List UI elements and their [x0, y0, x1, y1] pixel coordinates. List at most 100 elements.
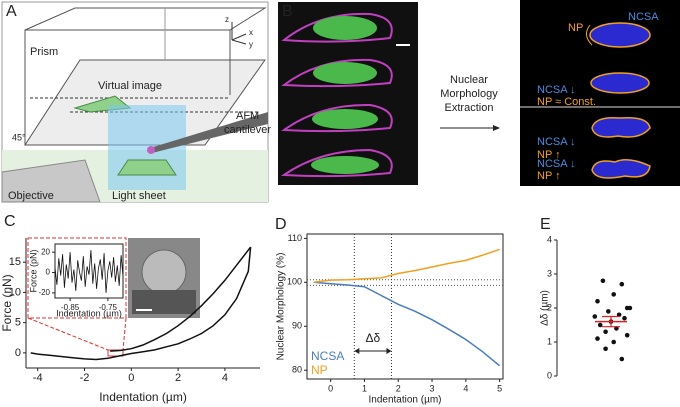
- arrow-head: [386, 348, 392, 354]
- row-label: NP ↑: [537, 149, 561, 161]
- cell: [281, 148, 393, 178]
- data-line: [30, 247, 252, 361]
- x-tick-label: -0.75: [99, 303, 118, 312]
- y-tick-label: -20: [38, 288, 50, 297]
- plot-frame: [306, 233, 504, 380]
- np-arrow: [586, 24, 593, 46]
- data-point: [624, 332, 630, 338]
- y-tick-label: 5: [15, 317, 21, 329]
- y-tick-label: 10: [9, 286, 21, 298]
- y-tick-label: 2: [547, 302, 552, 312]
- y-tick-label: 0: [46, 268, 51, 277]
- nucleus: [313, 62, 377, 84]
- nucleus-shape: [590, 72, 650, 94]
- arrow-head: [493, 125, 500, 131]
- panel-label: D: [275, 216, 287, 233]
- objective: [1, 159, 101, 203]
- annotation: Δδ: [366, 331, 381, 345]
- y-axis-label: Δδ (µm): [540, 290, 551, 326]
- row-label: NCSA ↓: [537, 158, 576, 170]
- process-text: Morphology: [440, 88, 498, 100]
- label: AFM: [236, 110, 259, 122]
- chart: 0 1 2 3 4 Δδ (µm): [540, 234, 633, 380]
- nucleus-shape: [591, 116, 651, 138]
- y-axis-label: Nuclear Morphology (%): [276, 253, 287, 361]
- data-point: [619, 356, 625, 362]
- row-label: NCSA ↓: [537, 136, 576, 148]
- legend-entry: NP: [311, 363, 328, 377]
- panel-label: E: [540, 216, 551, 233]
- cell: [281, 103, 393, 133]
- data-point: [600, 278, 606, 284]
- x-tick-label: 4: [463, 383, 468, 393]
- chart: 80 90 100 110 0 1 2 3 4 5 Indentation (µm) Nuclear …: [276, 233, 504, 406]
- panel-label: A: [6, 3, 17, 20]
- y-tick-label: 15: [9, 256, 21, 268]
- label: Light sheet: [112, 190, 166, 202]
- x-tick-label: 2: [396, 383, 401, 393]
- y-tick-label: 20: [41, 247, 50, 256]
- row-label: NP ≈ Const.: [537, 96, 596, 108]
- panel-label: B: [282, 3, 293, 20]
- x-tick-label: 2: [175, 372, 181, 384]
- zoom-line: [27, 317, 109, 351]
- y-tick-label: 1: [547, 336, 552, 346]
- x-tick-label: 0: [128, 372, 134, 384]
- x-axis-label: Indentation (µm): [99, 390, 187, 404]
- data-point: [595, 298, 600, 304]
- data-point: [595, 336, 600, 341]
- data-line: [313, 281, 501, 367]
- y-tick-label: 90: [292, 321, 302, 331]
- nucleus-shape: [589, 22, 651, 48]
- arrow-head: [354, 348, 360, 354]
- label: cantilever: [224, 124, 271, 136]
- axis-x: [231, 33, 247, 41]
- nucleus: [312, 109, 378, 129]
- sample: [117, 159, 177, 176]
- x-tick-label: 3: [430, 383, 435, 393]
- x-tick-label: 0: [328, 383, 333, 393]
- data-point: [606, 309, 611, 314]
- sem-bead: [141, 249, 187, 295]
- nucleus-shape: [591, 159, 651, 179]
- data-point: [603, 346, 608, 352]
- label: Objective: [8, 190, 54, 202]
- y-tick-label: 4: [547, 234, 552, 244]
- y-tick-label: 110: [288, 233, 302, 243]
- nucleus: [311, 156, 379, 174]
- axis-label: y: [249, 40, 253, 49]
- x-axis-label: Indentation (µm): [368, 395, 441, 406]
- y-tick-label: 100: [287, 277, 302, 287]
- data-line: [54, 250, 124, 293]
- x-tick-label: 4: [222, 372, 228, 384]
- panel-label: C: [4, 213, 16, 230]
- data-point: [622, 315, 627, 321]
- data-point: [611, 339, 616, 345]
- data-point: [603, 329, 608, 335]
- axis-label: z: [225, 15, 229, 24]
- x-tick-label: -2: [80, 372, 90, 384]
- axis-label: x: [249, 28, 253, 37]
- prism-edges: [24, 7, 267, 145]
- cells: [281, 12, 410, 178]
- panel-c-decor: [27, 237, 200, 357]
- x-tick-label: -0.85: [61, 303, 80, 312]
- data-line: [313, 248, 500, 284]
- y-axis-label: Force (nN): [0, 274, 14, 331]
- y-tick-label: 80: [292, 365, 302, 375]
- panel-a: z x y Prism Virtual image AFM cantilever…: [1, 1, 271, 203]
- data-point: [619, 281, 625, 287]
- data-point: [627, 305, 633, 311]
- label: 45°: [12, 132, 26, 142]
- zoom-line: [122, 317, 127, 351]
- y-tick-label: 0: [547, 370, 552, 380]
- data-point: [611, 292, 616, 297]
- y-tick-label: 3: [547, 268, 552, 278]
- x-tick-label: 5: [497, 383, 502, 393]
- data-line: [110, 246, 252, 352]
- x-axis-label: Indentation (µm): [56, 308, 122, 318]
- cantilever: [150, 112, 268, 153]
